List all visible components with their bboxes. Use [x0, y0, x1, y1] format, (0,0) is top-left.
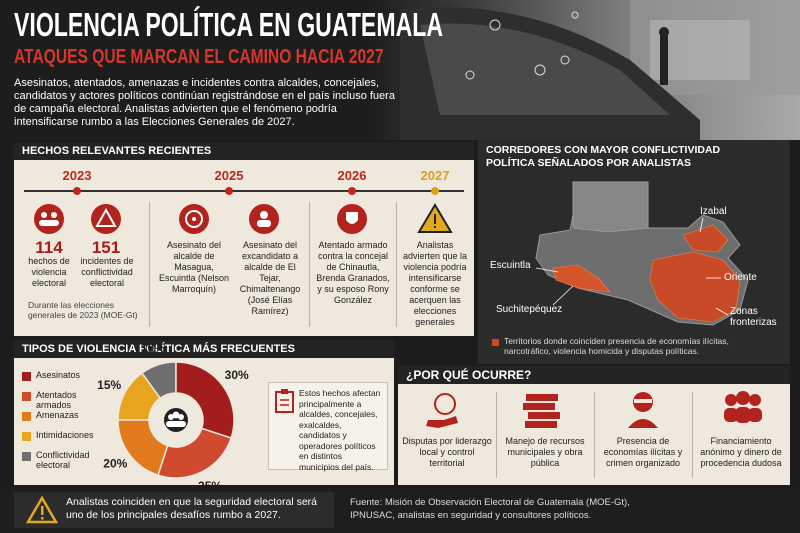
timeline-icons — [34, 203, 453, 234]
legend-swatch — [22, 412, 31, 421]
subtitle: ATAQUES QUE MARCAN EL CAMINO HACIA 2027 — [14, 46, 384, 68]
affected-note: Estos hechos afectan principalmente a al… — [299, 388, 381, 472]
legend-label: Conflictividad electoral — [36, 450, 90, 470]
footer: Analistas coinciden en que la seguridad … — [0, 488, 800, 533]
map-label: Izabal — [700, 206, 727, 217]
donut-slice — [157, 427, 233, 479]
legend-swatch — [22, 392, 31, 401]
event: Analistas advierten que la violencia pod… — [402, 240, 468, 327]
stat-label: incidentes de conflictividad electoral — [80, 256, 134, 288]
stat-value: 114 — [35, 238, 63, 257]
year: 2023 — [62, 168, 92, 183]
value-label: 15% — [97, 378, 121, 392]
title: VIOLENCIA POLÍTICA EN GUATEMALA — [14, 6, 444, 43]
cause: Manejo de recursos municipales y obra pú… — [505, 436, 585, 468]
cause-icons — [426, 391, 762, 428]
cause: Disputas por liderazgo local y control t… — [402, 436, 492, 468]
cause: Presencia de economías ilícitas y crimen… — [603, 436, 683, 468]
value-label: 25% — [198, 479, 222, 485]
note-box: Estos hechos afectan principalmente a al… — [268, 382, 388, 472]
value-label: 20% — [103, 456, 127, 470]
donut-panel: TIPOS DE VIOLENCIA POLÍTICA MÁS FRECUENT… — [14, 340, 394, 485]
donut-slice — [117, 419, 169, 477]
year: 2025 — [214, 168, 244, 183]
legend-label: Amenazas — [36, 410, 79, 420]
section-title: HECHOS RELEVANTES RECIENTES — [14, 142, 474, 160]
map — [492, 181, 749, 346]
legend-label: Asesinatos — [36, 370, 81, 380]
value-label: 10% — [141, 341, 165, 355]
clipboard-icon — [275, 389, 294, 413]
chart-title: TIPOS DE VIOLENCIA POLÍTICA MÁS FRECUENT… — [14, 340, 394, 358]
section-title: ¿POR QUÉ OCURRE? — [398, 366, 790, 384]
stats-note: Durante las elecciones generales de 2023… — [28, 300, 138, 320]
map-title: CORREDORES CON MAYOR CONFLICTIVIDAD POLÍ… — [486, 144, 721, 169]
cause: Financiamiento anónimo y dinero de proce… — [700, 436, 782, 468]
year: 2027 — [420, 168, 450, 183]
event: Asesinato del alcalde de Masagua, Escuin… — [158, 240, 230, 294]
donut-slice — [117, 372, 162, 421]
footer-source: Fuente: Misión de Observación Electoral … — [350, 497, 630, 521]
legend-label: Intimidaciones — [36, 430, 94, 440]
map-label: Suchitepéquez — [496, 304, 563, 315]
value-label: 30% — [225, 368, 249, 382]
map-label: Oriente — [724, 272, 757, 283]
event: Asesinato del excandidato a alcalde de E… — [239, 240, 301, 316]
map-label: Zonas fronterizas — [730, 306, 777, 328]
header: VIOLENCIA POLÍTICA EN GUATEMALA ATAQUES … — [0, 0, 800, 140]
header-photo — [400, 0, 800, 140]
legend-swatch — [22, 452, 31, 461]
map-panel: CORREDORES CON MAYOR CONFLICTIVIDAD POLÍ… — [478, 140, 790, 364]
donut-slice — [175, 361, 235, 439]
stat-label: hechos de violencia electoral — [28, 256, 70, 288]
footer-warning: Analistas coinciden en que la seguridad … — [66, 496, 317, 521]
warning-icon — [26, 496, 58, 524]
timeline-line — [24, 190, 464, 192]
warning-box — [14, 492, 334, 528]
timeline-dots — [73, 187, 439, 195]
year: 2026 — [337, 168, 367, 183]
event: Atentado armado contra la concejal de Ch… — [316, 240, 390, 305]
donut-chart: 30% 25% 20% 15% 10% — [97, 341, 249, 485]
legend-swatch — [22, 432, 31, 441]
intro: Asesinatos, atentados, amenazas e incide… — [14, 77, 395, 128]
map-label: Escuintla — [490, 260, 531, 271]
stat-value: 151 — [91, 238, 121, 257]
causes-panel: ¿POR QUÉ OCURRE? Disputas por liderazgo … — [398, 366, 790, 485]
legend-swatch — [22, 372, 31, 381]
map-legend: Territorios donde coinciden presencia de… — [504, 336, 729, 356]
legend-label: Atentados armados — [36, 390, 77, 410]
timeline-panel: HECHOS RELEVANTES RECIENTES 2023 2025 20… — [14, 142, 474, 336]
